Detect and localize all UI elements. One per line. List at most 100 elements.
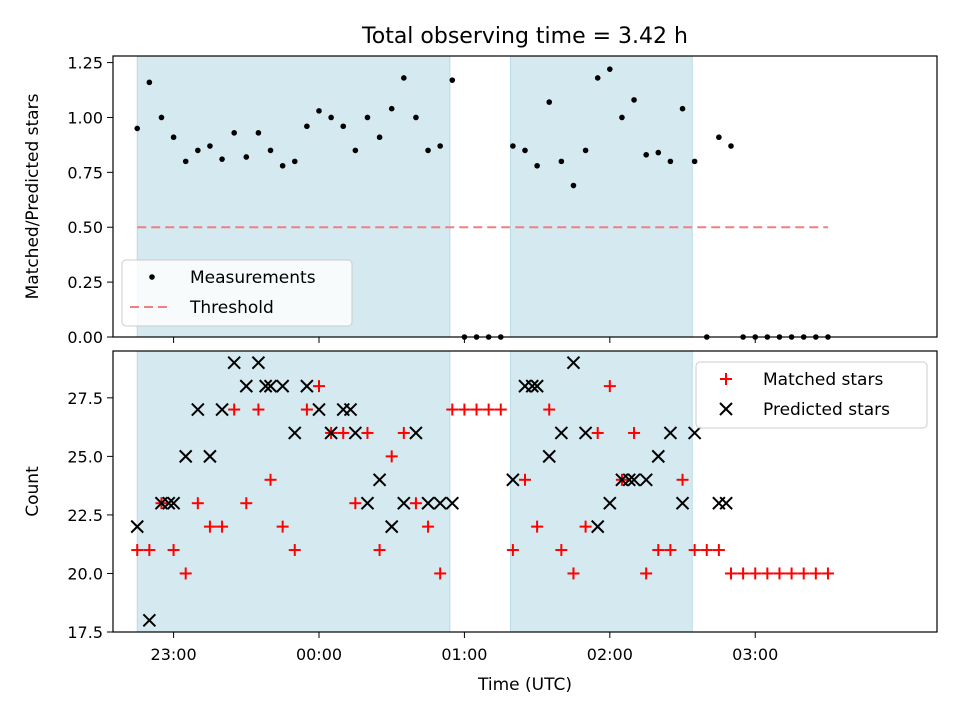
y-tick-label: 0.75	[67, 163, 103, 182]
legend-box	[695, 361, 928, 429]
predicted-star-point	[530, 379, 544, 393]
legend: Measurements Threshold	[121, 259, 353, 327]
matched-star-point	[688, 544, 701, 557]
measurement-point	[582, 147, 589, 154]
legend-box	[121, 259, 353, 327]
matched-star-point	[821, 567, 834, 580]
x-tick-label: 00:00	[296, 645, 342, 664]
predicted-star-point	[324, 426, 338, 440]
axes-frame	[112, 350, 938, 633]
matched-star-point	[361, 426, 374, 439]
predicted-star-point	[622, 473, 636, 487]
matched-star-point	[252, 403, 265, 416]
predicted-star-point	[409, 426, 423, 440]
axis-ticks: 0.00 0.25 0.50 0.75 1.00 1.25	[67, 54, 756, 347]
matched-star-point	[628, 426, 641, 439]
measurement-point	[243, 154, 250, 160]
predicted-star-point	[203, 449, 217, 464]
axis-ticks: 17.5 20.0 22.5 25.0 27.5 23:00 00:00 01:00 02:00…	[67, 389, 778, 664]
matched-star-point	[591, 426, 604, 439]
matched-star-point	[397, 426, 410, 439]
legend-label: Threshold	[189, 298, 274, 318]
matched-star-point	[264, 473, 277, 486]
matched-star-point	[349, 497, 362, 510]
measurement-point	[352, 147, 359, 154]
measurement-point	[679, 105, 686, 112]
predicted-star-point	[258, 379, 273, 393]
matched-star-point	[567, 567, 580, 580]
x-tick-label: 03:00	[732, 645, 778, 664]
predicted-star-point	[578, 426, 593, 440]
measurement-point	[522, 147, 528, 154]
measurement-point	[607, 66, 613, 72]
predicted-star-point	[651, 449, 666, 464]
matched-star-point	[167, 544, 180, 557]
matched-star-point	[313, 380, 325, 393]
measurement-point	[328, 114, 334, 121]
predicted-star-point	[142, 613, 157, 627]
matched-star-point	[603, 380, 616, 393]
predicted-star-point	[663, 426, 678, 440]
predicted-star-point	[675, 496, 690, 510]
measurement-point	[437, 143, 443, 149]
measurement-point	[570, 182, 577, 189]
x-axis-label: Time (UTC)	[477, 675, 572, 695]
matched-star-point	[240, 497, 253, 510]
matched-star-point	[179, 567, 192, 580]
predicted-star-point	[288, 426, 302, 440]
matched-star-point	[373, 544, 386, 557]
matched-star-point	[458, 403, 471, 416]
measurement-point	[376, 134, 383, 141]
matched-star-point	[519, 473, 531, 486]
chart-title: Total observing time = 3.42 h	[361, 24, 688, 49]
measurement-point	[691, 158, 698, 165]
matched-star-point	[720, 373, 732, 385]
predicted-star-point	[227, 356, 241, 370]
matched-star-point	[773, 567, 786, 580]
matched-star-point	[288, 544, 301, 557]
measurement-point	[631, 97, 637, 103]
predicted-star-point	[506, 473, 520, 487]
y-tick-label: 0.50	[67, 218, 103, 237]
predicted-star-point	[239, 379, 254, 393]
predicted-star-point	[566, 356, 581, 370]
measurement-point	[134, 125, 141, 132]
predicted-star-point	[251, 356, 266, 370]
predicted-star-point	[360, 496, 375, 510]
predicted-star-point	[525, 379, 539, 393]
predicted-star-point	[300, 379, 314, 393]
measurement-point	[267, 147, 274, 154]
matched-star-point	[543, 403, 556, 416]
matched-star-point	[809, 567, 822, 580]
measurement-point	[170, 134, 177, 141]
measurement-point	[195, 147, 201, 154]
predicted-star-point	[590, 519, 605, 534]
matched-star-point	[143, 544, 156, 557]
measurement-point	[304, 123, 310, 130]
y-tick-label: 0.25	[67, 273, 103, 292]
measurement-point	[413, 114, 419, 121]
predicted-star-point	[348, 426, 363, 440]
data-series	[130, 356, 834, 627]
count-panel: 17.5 20.0 22.5 25.0 27.5 23:00 00:00 01:00 02:00…	[23, 350, 938, 695]
predicted-star-point	[263, 379, 278, 393]
measurement-point	[449, 77, 456, 83]
measurement-point	[425, 147, 431, 154]
predicted-star-point	[191, 402, 205, 417]
y-tick-label: 22.5	[67, 506, 103, 525]
matched-star-point	[203, 520, 216, 533]
measurement-point	[388, 105, 395, 112]
matched-star-point	[579, 520, 592, 533]
legend-marker	[149, 274, 155, 280]
matched-star-point	[761, 567, 774, 580]
y-axis-label: Matched/Predicted stars	[23, 93, 43, 299]
predicted-star-point	[719, 496, 733, 510]
matched-star-point	[652, 544, 665, 557]
matched-star-point	[797, 567, 810, 580]
matched-star-point	[712, 544, 725, 557]
predicted-star-point	[554, 426, 569, 440]
predicted-star-point	[421, 496, 435, 510]
predicted-star-point	[162, 496, 176, 510]
predicted-star-point	[312, 402, 326, 417]
